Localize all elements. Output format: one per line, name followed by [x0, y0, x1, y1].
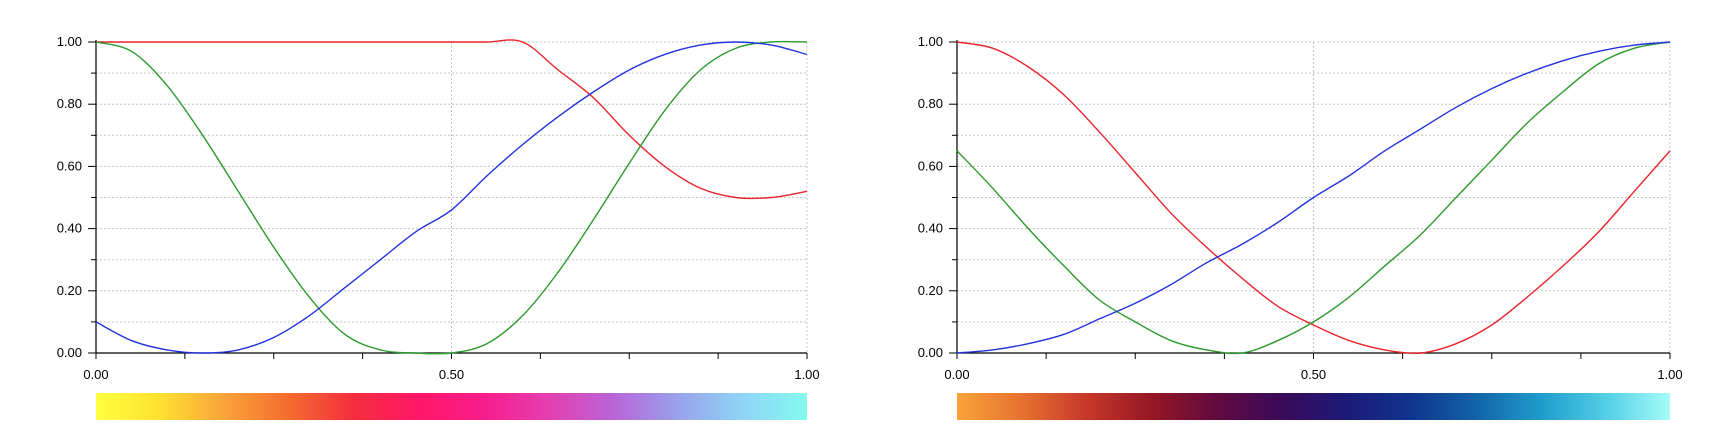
y-tick-label: 1.00 — [57, 34, 82, 49]
y-tick-label: 0.60 — [918, 158, 943, 173]
series-line-2 — [956, 41, 1671, 354]
x-tick-label: 1.00 — [794, 367, 819, 382]
y-tick-label: 0.40 — [918, 221, 943, 236]
y-tick-label: 0.00 — [918, 345, 943, 360]
series-line-0 — [956, 41, 1671, 354]
series-line-2 — [95, 41, 808, 354]
y-tick-label: 1.00 — [918, 34, 943, 49]
x-tick-label: 0.50 — [439, 367, 464, 382]
chart-left: 0.00 0.20 0.40 0.60 0.80 1.00 0.00 0.50 1.00 — [57, 34, 820, 420]
chart-right: 0.00 0.20 0.40 0.60 0.80 1.00 0.00 0.50 1.00 — [918, 34, 1683, 420]
y-tick-label: 0.80 — [57, 96, 82, 111]
x-tick-label: 0.50 — [1301, 367, 1326, 382]
y-tick-label: 0.00 — [57, 345, 82, 360]
series-line-1 — [95, 40, 808, 355]
series-line-1 — [956, 41, 1671, 355]
y-tick-label: 0.60 — [57, 158, 82, 173]
x-tick-label: 0.00 — [83, 367, 108, 382]
y-tick-label: 0.80 — [918, 96, 943, 111]
y-tick-label: 0.40 — [57, 221, 82, 236]
x-tick-label: 0.00 — [944, 367, 969, 382]
y-tick-label: 0.20 — [57, 283, 82, 298]
colorbar — [957, 393, 1670, 420]
y-tick-label: 0.20 — [918, 283, 943, 298]
x-tick-label: 1.00 — [1657, 367, 1682, 382]
colorbar — [96, 393, 807, 420]
series-line-0 — [96, 39, 808, 200]
